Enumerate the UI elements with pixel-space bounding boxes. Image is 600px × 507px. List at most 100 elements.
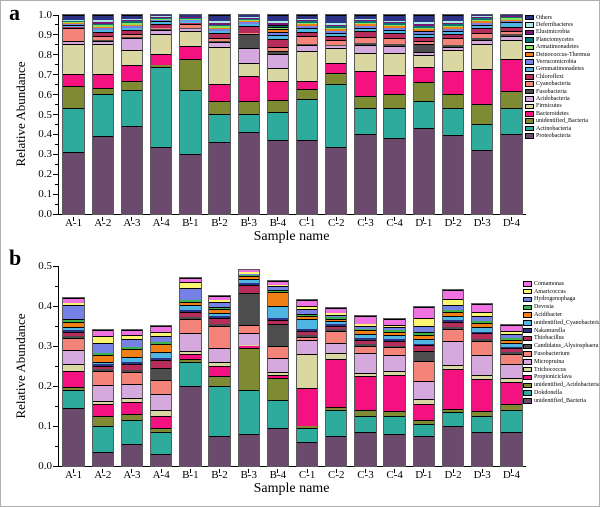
bar-segment-Micropruina (413, 381, 435, 400)
bar-segment-Firmicutes (442, 49, 464, 71)
bar-segment-Nakamurella (267, 317, 289, 320)
bar-segment-unidentified_Cyanobacteria (209, 313, 230, 317)
bar-segment-Actinobacteria (326, 83, 347, 148)
bar-segment-Dokdonella (121, 419, 143, 444)
bar-segment-Hydrogenophaga (121, 339, 143, 348)
bar-segment-Trichococcus (150, 410, 172, 416)
bar-segment-Chloroflexi (501, 27, 522, 32)
bar-segment-Chloroflexi (180, 22, 201, 25)
bar-segment-Elusimicrobia (267, 22, 289, 25)
legend-swatch (525, 74, 534, 80)
stacked-bar-C-1 (295, 298, 319, 468)
y-major-tick (53, 385, 58, 387)
bar-segment-Armatimonadetes (121, 22, 143, 25)
legend-item: Verrucomicrobia (525, 58, 590, 65)
y-tick-label: 0.8 (38, 48, 52, 61)
bar-segment-Devosia (92, 353, 113, 355)
bar-segment-Devosia (501, 338, 522, 340)
bar-segment-Firmicutes (180, 30, 201, 46)
bar-segment-unidentified_Bacteria (180, 385, 201, 466)
bar-segment-Cyanobacteria (180, 24, 201, 29)
bar-segment-unidentified_Acidobacteria (63, 386, 84, 390)
bar-segment-unidentified_Acidobacteria (501, 403, 522, 410)
bar-segment-Elusimicrobia (413, 23, 435, 26)
bar-segment-Firmicutes (413, 54, 435, 67)
bar-segment-Deferribacteres (442, 20, 464, 23)
bar-segment-Acidobacteria (442, 46, 464, 50)
bar-segment-Dokdonella (150, 432, 172, 454)
bar-segment-Comamonas (180, 278, 201, 282)
bar-segment-Cyanobacteria (92, 35, 113, 40)
bar-segment-Fusobacterium (413, 361, 435, 382)
bar-segment-Devosia (180, 300, 201, 302)
bar-segment-Deferribacteres (267, 20, 289, 23)
legend-label: Deferribacteres (536, 22, 573, 29)
bar-segment-Nakamurella (472, 331, 493, 334)
y-tick-label: 0.2 (38, 380, 52, 392)
bar-segment-Acidobacteria (238, 47, 259, 63)
bar-segment-Acidibacter (442, 311, 464, 316)
legend-item: Firmicutes (525, 103, 590, 110)
bar-segment-Bacteroidetes (326, 62, 347, 73)
bar-segment-Planctomycetes (501, 17, 522, 19)
y-minor-tick (55, 24, 58, 26)
bar-segment-Proteobacteria (63, 152, 84, 214)
bar-segment-unidentified_Acidobacteria (296, 425, 318, 428)
bar-segment-unidentified_Bacteria (92, 88, 113, 95)
stacked-bar-A-3 (120, 329, 144, 467)
bar-segment-Hydrogenophaga (267, 286, 289, 290)
bar-segment-Planctomycetes (384, 23, 405, 25)
bar-segment-Fusobacterium (501, 353, 522, 364)
bar-segment-Armatimonadetes (442, 25, 464, 28)
bar-segment-Armatimonadetes (413, 27, 435, 30)
bar-segment-unidentified_Bacteria (355, 96, 376, 109)
bar-segment-Cyanobacteria (63, 28, 84, 41)
y-tick-label: 0.0 (38, 460, 52, 472)
bar-segment-Cyanobacteria (501, 31, 522, 35)
y-major-tick (53, 34, 58, 36)
bar-segment-Candidatus_Alysiosphaera (501, 352, 522, 354)
bar-segment-Verrucomicrobia (384, 27, 405, 30)
bar-segment-Deinococcus-Thermus (121, 24, 143, 27)
bar-segment-Deferribacteres (501, 15, 522, 17)
bar-segment-Proteobacteria (150, 147, 172, 214)
bar-segment-Amaricoccus (355, 324, 376, 326)
bar-segment-Propioniciclava (267, 374, 289, 378)
bar-segment-Bacteroidetes (472, 68, 493, 105)
bar-segment-Gemmatimonadetes (92, 30, 113, 32)
bar-segment-Amaricoccus (326, 313, 347, 315)
bar-segment-Verrucomicrobia (209, 29, 230, 31)
bar-segment-Firmicutes (326, 47, 347, 63)
bar-segment-Amaricoccus (472, 312, 493, 316)
bar-segment-Hydrogenophaga (326, 314, 347, 318)
bar-segment-unidentified_Cyanobacteria (355, 333, 376, 339)
bar-segment-Candidatus_Alysiosphaera (121, 369, 143, 372)
x-category-label: C-3 (357, 217, 374, 229)
bar-segment-Deinococcus-Thermus (209, 27, 230, 30)
bar-segment-unidentified_Acidobacteria (267, 377, 289, 400)
bar-segment-unidentified_Acidobacteria (384, 411, 405, 416)
legend-item: Deferribacteres (525, 21, 590, 28)
bar-segment-Chloroflexi (209, 32, 230, 38)
x-category-label: A-2 (94, 217, 112, 229)
legend-label: Dokdonella (534, 390, 562, 397)
bar-segment-Trichococcus (355, 372, 376, 376)
legend-swatch (523, 312, 532, 318)
bar-segment-Deinococcus-Thermus (326, 29, 347, 31)
bar-segment-Acidibacter (384, 331, 405, 336)
x-category-label: B-3 (240, 469, 257, 481)
bar-segment-Gemmatimonadetes (296, 27, 318, 32)
bar-segment-Gemmatimonadetes (355, 27, 376, 31)
y-major-tick (53, 173, 58, 175)
bar-segment-Dokdonella (267, 399, 289, 428)
x-tick (394, 217, 396, 221)
stacked-bar-D-3 (470, 14, 494, 215)
bar-segment-Deinococcus-Thermus (238, 21, 259, 23)
bar-segment-unidentified_Acidobacteria (472, 411, 493, 416)
bar-segment-Fusobacterium (296, 336, 318, 340)
panel-a-legend: Others Deferribacteres Elusimicrobia Planct… (525, 14, 590, 140)
bar-segment-Candidatus_Alysiosphaera (180, 316, 201, 319)
bar-segment-Amaricoccus (384, 324, 405, 328)
x-tick (510, 469, 512, 473)
bar-segment-Trichococcus (296, 353, 318, 388)
